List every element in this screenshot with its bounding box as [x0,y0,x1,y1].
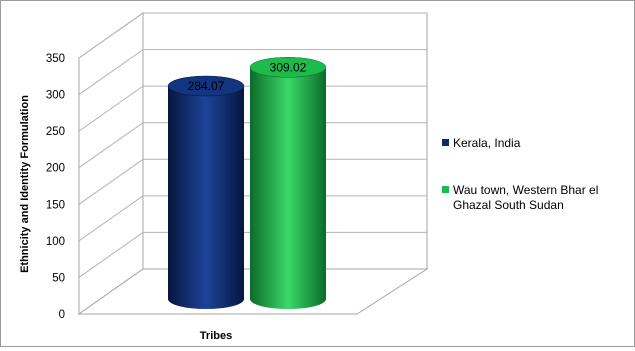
y-tick-label: 250 [46,126,65,138]
legend-label: Wau town, Western Bhar el [453,183,598,197]
data-label: 284.07 [188,79,225,93]
y-tick-label: 150 [46,199,65,211]
legend: Kerala, India Wau town, Western Bhar elGh… [442,136,598,212]
grid-line [78,158,427,205]
grid-line [78,12,427,59]
y-tick-label: 0 [59,309,65,321]
y-tick-label: 350 [46,53,65,65]
y-axis-ticks: 0 50 100 150 200 250 300 350 [46,53,65,321]
legend-swatch [442,139,449,146]
y-tick-label: 200 [46,163,65,175]
data-label: 309.02 [270,60,307,74]
y-tick-label: 50 [52,272,65,284]
bars [167,57,327,309]
bar-top [167,75,245,97]
legend-label: Kerala, India [453,136,521,150]
y-tick-label: 300 [46,90,65,102]
x-axis-label: Tribes [200,330,232,342]
legend-swatch [442,186,449,193]
bar-cylinder [250,67,326,309]
bar-cylinder [168,86,244,309]
y-tick-label: 100 [46,236,65,248]
grid-lines [78,12,427,278]
grid-line [78,122,427,169]
grid-line [78,49,427,95]
grid-line [78,195,427,242]
legend-label: Ghazal South Sudan [453,198,564,212]
side-wall [78,12,144,315]
chart-svg: 0 50 100 150 200 250 300 350 284.07 309.02 Ethni… [19,12,598,342]
y-axis-label: Ethnicity and Identity Formulation [19,95,31,273]
bar-top [249,57,327,78]
grid-line [78,85,427,132]
grid-line [78,231,427,278]
data-labels: 284.07 309.02 [188,60,307,93]
